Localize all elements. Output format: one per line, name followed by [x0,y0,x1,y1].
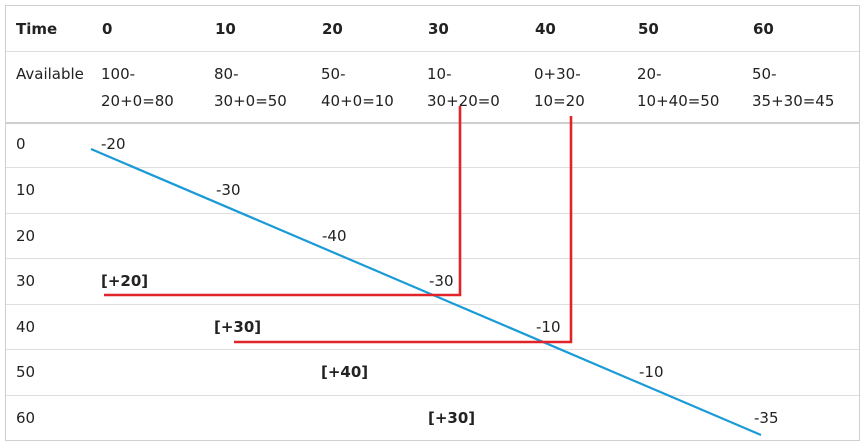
available-cell-line2: 40+0=10 [321,92,394,110]
diagonal-value: -10 [536,318,561,336]
carry-value: [+30] [428,409,476,427]
diagonal-value: -10 [639,363,664,381]
diagonal-value: -30 [216,181,241,199]
available-cell-line1: 50- [321,65,346,83]
available-cell-line1: 0+30- [534,65,581,83]
available-cell-line2: 30+20=0 [427,92,500,110]
diagonal-value: -40 [322,227,347,245]
header-col: 50 [638,20,659,38]
available-cell-line1: 50- [752,65,777,83]
header-corner: Time [16,20,58,38]
row-label: 0 [16,135,26,153]
row-divider [6,213,859,214]
available-cell-line1: 10- [427,65,452,83]
available-cell-line2: 35+30=45 [752,92,835,110]
available-cell-line1: 20- [637,65,662,83]
available-cell-line1: 80- [214,65,239,83]
row-label: 20 [16,227,36,245]
row-divider [6,258,859,259]
header-col: 10 [215,20,236,38]
available-cell-line2: 10+40=50 [637,92,720,110]
header-col: 40 [535,20,556,38]
available-cell-line1: 100- [101,65,136,83]
available-cell-line2: 30+0=50 [214,92,287,110]
carry-value: [+20] [101,272,149,290]
row-divider [6,395,859,396]
row-label: 10 [16,181,36,199]
available-cell-line2: 10=20 [534,92,585,110]
diagonal-value: -35 [754,409,779,427]
diagonal-value: -20 [101,135,126,153]
header-col: 30 [428,20,449,38]
row-divider [6,304,859,305]
row-divider [6,167,859,168]
row-divider [6,122,859,124]
available-cell-line2: 20+0=80 [101,92,174,110]
header-col: 20 [322,20,343,38]
available-label: Available [16,65,84,83]
header-col: 0 [102,20,113,38]
row-label: 30 [16,272,36,290]
carry-value: [+30] [214,318,262,336]
row-divider [6,349,859,350]
header-col: 60 [753,20,774,38]
diagonal-value: -30 [429,272,454,290]
carry-value: [+40] [321,363,369,381]
row-label: 40 [16,318,36,336]
row-divider [6,51,859,52]
row-label: 60 [16,409,36,427]
row-label: 50 [16,363,36,381]
